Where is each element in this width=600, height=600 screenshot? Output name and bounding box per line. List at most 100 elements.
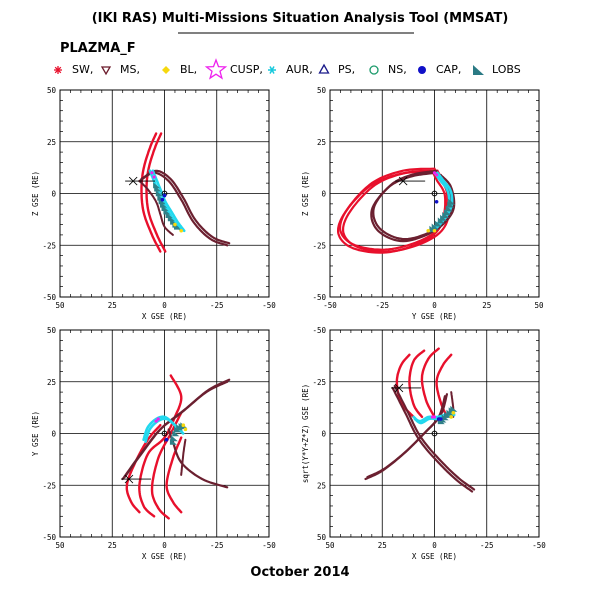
ms-track [393,384,476,491]
teal-flag-icon [473,65,484,75]
cap-mark [434,199,439,204]
y-tick-label: 50 [317,86,327,95]
y-tick-label: 0 [51,190,56,199]
orbit-tracks [364,347,476,493]
figure-title: (IKI RAS) Multi-Missions Situation Analy… [92,11,509,26]
y-tick-label: -50 [42,293,56,302]
x-tick-label: -50 [323,301,337,310]
y-tick-label: 25 [317,481,326,490]
cusp-mark [432,171,437,175]
legend-label: LOBS [492,63,521,76]
y-tick-label: 50 [47,86,57,95]
blue-disc-icon [418,66,426,74]
cusp-mark [432,415,437,419]
legend-item-sw: SW, [54,63,93,76]
ms-track [180,438,187,476]
ms-track [140,169,231,245]
sw-track [138,374,183,518]
date-label: October 2014 [250,565,349,580]
x-axis-label: X GSE (RE) [142,552,187,561]
lobs-mark [154,185,162,192]
aur-track [151,169,186,233]
lobs-mark [170,435,178,442]
ms-track [372,169,456,241]
ms-track [366,393,448,479]
bl-mark [173,222,177,227]
y-tick-label: 25 [47,138,56,147]
ms-track [391,386,474,493]
x-axis-label: X GSE (RE) [412,552,457,561]
x-tick-label: 50 [534,301,544,310]
x-tick-label: 50 [55,541,65,550]
cap-mark [438,417,443,421]
legend-item-lobs: LOBS [473,63,521,76]
sw-track [125,424,162,514]
legend-label: BL, [180,63,197,76]
x-tick-label: 25 [108,301,117,310]
x-tick-label: -25 [210,301,224,310]
bl-mark [449,415,454,419]
cap-mark [162,193,167,198]
y-tick-label: -25 [42,481,56,490]
x-tick-label: 0 [432,301,437,310]
reference-mark [390,383,421,393]
sw-track [420,347,440,419]
lobs-mark [442,212,450,218]
y-tick-label: 0 [321,430,326,439]
bl-mark [183,427,188,432]
lobs-mark [167,215,175,222]
cap-mark [164,437,169,442]
legend-label: AUR, [286,63,313,76]
maroon-triangle-icon [100,66,112,76]
lobs-mark [161,205,169,211]
x-tick-label: -50 [262,541,276,550]
ms-track [123,378,231,479]
red-star-icon [54,66,62,74]
x-tick-label: -25 [480,541,494,550]
cusp-mark [434,173,439,177]
lobs-mark [434,220,442,227]
legend-label: CUSP, [230,63,263,76]
y-tick-label: -50 [312,293,326,302]
y-tick-label: -25 [312,378,326,387]
sw-track [145,132,167,253]
cusp-mark [154,419,158,423]
legend-label: PS, [338,63,355,76]
x-tick-label: 50 [325,541,335,550]
green-circle-icon [369,65,379,75]
cyan-asterisk-icon [268,66,276,74]
bl-mark [426,228,431,233]
y-tick-label: -25 [312,241,326,250]
x-tick-label: 25 [378,541,387,550]
reference-mark [395,176,426,186]
x-axis-label: X GSE (RE) [142,312,187,321]
panel-2: -50 -25 0 25 50 -50 -25 0 25 50 Y GSE (RE) Z GSE (R… [301,86,544,321]
legend-label: NS, [388,63,407,76]
y-tick-label: -50 [42,533,56,542]
panel-1: 50 25 0 -25 -50 -50 -25 0 25 50 X GSE (RE) Z GSE (R… [31,86,276,321]
x-tick-label: -50 [262,301,276,310]
lobs-mark [445,205,453,212]
lobs-mark [440,214,448,221]
x-tick-label: 25 [108,541,117,550]
x-tick-label: 0 [162,301,167,310]
reference-mark [120,474,151,484]
x-tick-label: -25 [210,541,224,550]
lobs-mark [431,223,439,230]
cap-mark [160,197,165,202]
lobs-mark [437,217,445,224]
x-tick-label: 0 [162,541,167,550]
x-tick-label: 50 [55,301,65,310]
legend-item-aur: AUR, [268,63,313,76]
lobs-mark [448,198,456,205]
y-tick-label: -50 [312,326,326,335]
orbit-tracks [125,132,231,253]
earth-marker [161,430,168,437]
y-axis-label: sqrt(Y*Y+Z*Z) GSE (RE) [301,384,310,483]
lobs-mark [165,212,173,218]
legend-label: CAP, [436,63,461,76]
sw-track [337,170,447,254]
orbit-tracks [337,167,456,254]
cusp-mark [152,175,156,179]
